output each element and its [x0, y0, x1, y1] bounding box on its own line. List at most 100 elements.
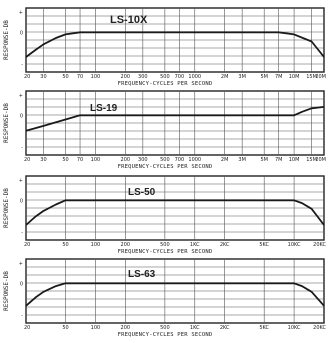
x-tick-label: 10KC — [288, 242, 301, 248]
x-axis-label: FREQUENCY-CYCLES PER SECOND — [118, 164, 213, 170]
x-tick-label: 30 — [40, 74, 46, 80]
y-tick-label: 0 — [20, 198, 23, 204]
response-chart-4: 20 50 100 200 500 1KC 2KC 5KC 10KC 20KC +0 - RESPONS… — [0, 255, 328, 341]
x-tick-label: 5KC — [259, 325, 269, 331]
x-tick-label: 200 — [121, 157, 131, 163]
data-point — [25, 56, 27, 58]
chart-title: LS-63 — [128, 269, 156, 280]
data-point — [278, 31, 280, 33]
response-curve — [25, 199, 325, 226]
x-tick-label: 50 — [62, 157, 68, 163]
data-point — [311, 291, 313, 293]
x-tick-label: 2M — [221, 74, 229, 80]
chart-svg: 20 30 50 70 100 200 300 500 700 1000 2M 3M 5M 7M 10M 15… — [3, 7, 326, 87]
x-tick-label: 20M — [315, 74, 326, 80]
x-tick-label: 200 — [121, 74, 131, 80]
data-point — [293, 114, 295, 116]
data-point — [25, 224, 27, 226]
chart-title: LS-50 — [128, 187, 156, 198]
data-point — [25, 305, 27, 307]
data-point — [293, 282, 295, 284]
y-tick-label: - — [21, 230, 23, 236]
y-axis-label: RESPONSE-DB — [3, 188, 10, 228]
data-point — [323, 224, 325, 226]
x-axis-label: FREQUENCY-CYCLES PER SECOND — [118, 332, 213, 338]
y-tick-label: 0 — [20, 113, 23, 119]
x-tick-label: 2M — [221, 157, 229, 163]
x-tick-label: 30 — [40, 157, 46, 163]
x-tick-label: 10M — [289, 74, 300, 80]
x-tick-label: 5KC — [259, 242, 269, 248]
x-tick-label: 500 — [160, 325, 170, 331]
data-point — [293, 199, 295, 201]
chart-svg: 20 50 100 200 500 1KC 2KC 5KC 10KC 20KC +0 - RESPONS… — [3, 258, 327, 338]
y-axis-label: RESPONSE-DB — [3, 271, 10, 311]
data-point — [194, 114, 196, 116]
data-point — [42, 125, 44, 127]
chart-title: LS-19 — [90, 103, 118, 114]
y-tick-label: 0 — [20, 30, 23, 36]
x-tick-label: 700 — [175, 74, 185, 80]
x-tick-label: 15M — [306, 157, 317, 163]
x-tick-label: 5M — [260, 74, 268, 80]
x-tick-label: 100 — [91, 74, 101, 80]
response-curve — [25, 106, 325, 132]
y-tick-label: - — [21, 62, 23, 68]
x-tick-label: 300 — [138, 74, 148, 80]
data-point — [301, 285, 303, 287]
data-point — [194, 282, 196, 284]
x-tick-label: 1000 — [188, 74, 201, 80]
x-tick-label: 2KC — [220, 325, 230, 331]
x-tick-label: 15M — [306, 74, 317, 80]
data-point — [79, 31, 81, 33]
x-tick-label: 7M — [275, 157, 283, 163]
y-tick-label: - — [21, 145, 23, 151]
data-point — [94, 31, 96, 33]
data-point — [55, 204, 57, 206]
x-tick-label: 20KC — [313, 242, 326, 248]
data-point — [323, 106, 325, 108]
x-tick-label: 70 — [77, 157, 83, 163]
x-tick-label: 20 — [24, 242, 30, 248]
x-tick-label: 5M — [260, 157, 268, 163]
data-point — [65, 199, 67, 201]
y-tick-label: - — [21, 313, 23, 319]
x-tick-label: 1KC — [190, 325, 200, 331]
data-point — [311, 40, 313, 42]
response-curve — [25, 31, 325, 58]
x-tick-label: 10M — [289, 157, 300, 163]
data-point — [65, 119, 67, 121]
x-tick-label: 20 — [24, 325, 30, 331]
data-point — [79, 114, 81, 116]
x-tick-label: 2KC — [220, 242, 230, 248]
y-axis-label: RESPONSE-DB — [3, 20, 10, 60]
y-axis-label: RESPONSE-DB — [3, 103, 10, 143]
x-tick-label: 3M — [238, 74, 246, 80]
data-point — [311, 208, 313, 210]
y-tick-label: + — [19, 178, 23, 184]
x-axis-label: FREQUENCY-CYCLES PER SECOND — [118, 81, 213, 87]
data-point — [35, 216, 37, 218]
x-tick-label: 100 — [91, 242, 101, 248]
data-point — [301, 111, 303, 113]
x-tick-label: 500 — [160, 74, 170, 80]
data-point — [323, 56, 325, 58]
x-tick-label: 50 — [62, 325, 68, 331]
data-point — [55, 285, 57, 287]
y-tick-label: + — [19, 10, 23, 16]
data-point — [35, 296, 37, 298]
data-point — [311, 107, 313, 109]
x-tick-label: 100 — [91, 325, 101, 331]
data-point — [65, 33, 67, 35]
x-tick-label: 500 — [160, 157, 170, 163]
x-tick-label: 20 — [24, 157, 30, 163]
x-tick-label: 700 — [175, 157, 185, 163]
x-tick-label: 50 — [62, 242, 68, 248]
x-tick-label: 20M — [315, 157, 326, 163]
y-tick-label: + — [19, 261, 23, 267]
x-tick-label: 300 — [138, 157, 148, 163]
data-point — [35, 49, 37, 51]
data-point — [194, 199, 196, 201]
response-curve — [25, 282, 325, 307]
